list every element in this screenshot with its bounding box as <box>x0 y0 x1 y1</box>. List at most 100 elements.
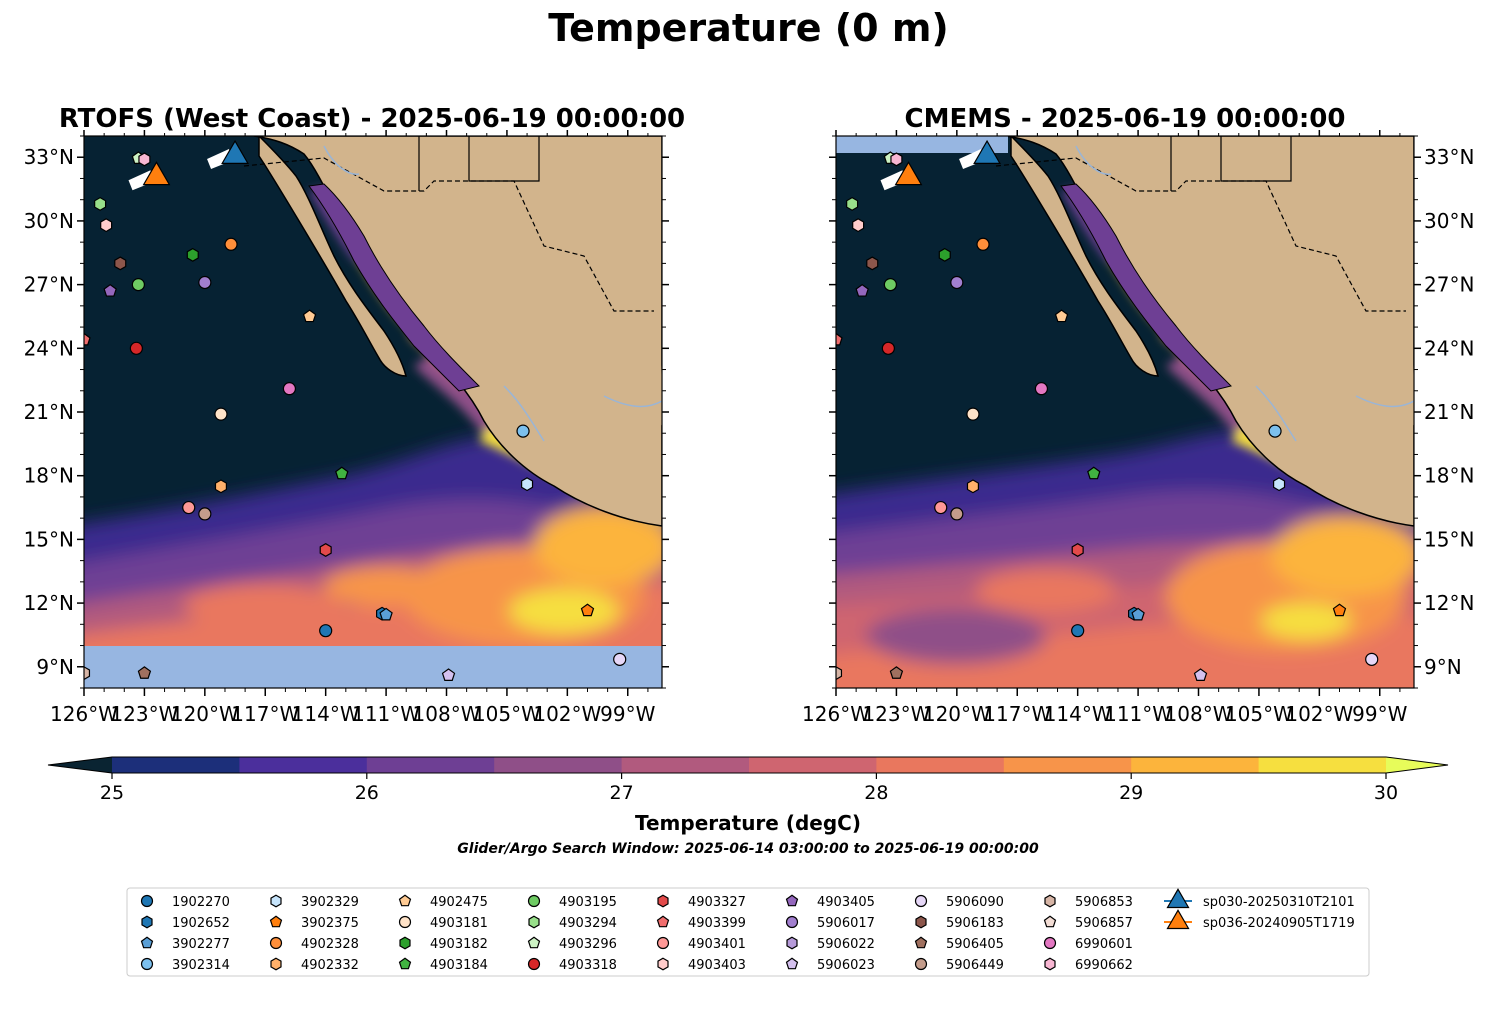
colorbar-bin <box>621 757 750 773</box>
legend-label: 4903401 <box>688 937 746 952</box>
left-panel-title: RTOFS (West Coast) - 2025-06-19 00:00:00 <box>59 104 685 134</box>
y-tick-label: 12°N <box>24 591 74 615</box>
legend-entry-5906023: 5906023 <box>785 957 875 973</box>
platform-marker-4903399 <box>836 332 843 346</box>
platform-marker-4902332 <box>966 479 979 494</box>
legend-entry-4903294: 4903294 <box>528 915 617 931</box>
platform-marker-5906023 <box>1193 668 1208 681</box>
x-tick-label: 105°W <box>473 702 541 726</box>
legend-label: 5906853 <box>1075 895 1133 910</box>
colorbar-label: Temperature (degC) <box>635 811 861 835</box>
platform-marker-sp036-20240905T1719 <box>880 161 923 191</box>
colorbar: 25 26 27 28 29 30 Temperature (degC) Glider/A… <box>47 756 1449 857</box>
platform-marker-3902314 <box>516 424 530 438</box>
right-map-panel: CMEMS - 2025-06-19 00:00:00 <box>802 104 1474 726</box>
x-tick-label: 114°W <box>292 702 360 726</box>
platform-marker-4903327 <box>319 543 332 557</box>
x-tick-label: 105°W <box>1225 702 1293 726</box>
legend-entry-sp030-20250310T2101: sp030-20250310T2101 <box>1164 888 1355 910</box>
legend-entry-4903399: 4903399 <box>656 915 746 931</box>
legend-label: sp030-20250310T2101 <box>1203 895 1355 910</box>
platform-marker-4903401 <box>182 500 196 515</box>
platform-marker-3902329 <box>521 477 534 492</box>
legend-label: 4903296 <box>559 937 617 952</box>
legend-entry-5906022: 5906022 <box>786 936 875 952</box>
platform-marker-3902314 <box>1268 424 1282 438</box>
y-tick-label: 21°N <box>24 400 74 424</box>
legend-entry-3902329: 3902329 <box>270 894 359 910</box>
legend-entry-4903181: 4903181 <box>398 915 488 931</box>
platform-marker-5906090 <box>613 652 627 666</box>
platform-marker-4903182 <box>186 247 199 262</box>
y-tick-label: 27°N <box>1424 273 1474 297</box>
platform-marker-5906017 <box>950 275 964 290</box>
platform-marker-1902270 <box>1071 624 1085 638</box>
left-y-axis: 33°N 30°N 27°N 24°N 21°N 18°N 15°N 12°N 9°N <box>24 135 669 689</box>
x-tick-label: 117°W <box>983 702 1051 726</box>
x-tick-label: 114°W <box>1044 702 1112 726</box>
legend-entry-5906017: 5906017 <box>785 915 875 931</box>
x-tick-label: 123°W <box>110 702 178 726</box>
legend-entry-4903184: 4903184 <box>398 957 488 973</box>
legend-label: 4902328 <box>301 937 359 952</box>
platform-marker-5906449 <box>198 507 212 521</box>
y-tick-label: 30°N <box>24 209 74 233</box>
platform-marker-5906853 <box>836 666 843 681</box>
legend-label: 3902277 <box>172 937 230 952</box>
x-tick-label: 117°W <box>231 702 299 726</box>
right-land-baja <box>1010 136 1159 377</box>
legend-entry-3902277: 3902277 <box>140 936 230 952</box>
platform-marker-6990662 <box>890 152 903 167</box>
platform-marker-sp036-20240905T1719 <box>128 161 171 191</box>
y-tick-label: 9°N <box>1424 655 1462 679</box>
x-tick-label: 102°W <box>1285 702 1353 726</box>
platform-marker-5906023 <box>441 668 456 681</box>
figure-title: Temperature (0 m) <box>548 6 949 50</box>
y-tick-label: 21°N <box>1424 400 1474 424</box>
legend-entry-sp036-20240905T1719: sp036-20240905T1719 <box>1164 909 1355 931</box>
colorbar-tick-label: 26 <box>355 782 379 804</box>
platform-marker-5906449 <box>950 507 964 521</box>
legend-label: 5906017 <box>817 916 875 931</box>
legend-entry-5906183: 5906183 <box>915 915 1004 931</box>
y-tick-label: 27°N <box>24 273 74 297</box>
legend-label: 3902314 <box>172 958 230 973</box>
platform-marker-3902375 <box>580 603 595 617</box>
legend-frame <box>126 887 1370 977</box>
y-tick-label: 15°N <box>1424 527 1474 551</box>
platform-marker-4903181 <box>966 407 980 421</box>
legend-label: sp036-20240905T1719 <box>1203 916 1355 931</box>
platform-marker-4903403 <box>852 218 865 233</box>
platform-marker-4902332 <box>214 479 227 494</box>
platform-marker-sp030-20250310T2101 <box>207 139 249 169</box>
legend-entry-5906853: 5906853 <box>1044 894 1133 910</box>
legend-label: 4903327 <box>688 895 746 910</box>
legend-label: 5906183 <box>946 916 1004 931</box>
legend-entry-6990662: 6990662 <box>1044 957 1133 973</box>
y-tick-label: 33°N <box>1424 145 1474 169</box>
platform-marker-4903182 <box>938 247 951 262</box>
legend-label: 1902270 <box>172 895 230 910</box>
platform-marker-3902277 <box>379 607 393 621</box>
platform-marker-5906405 <box>137 666 152 679</box>
x-tick-label: 111°W <box>352 702 420 726</box>
right-nodata-strip <box>836 136 1008 153</box>
left-land-baja <box>258 136 407 377</box>
platform-marker-4902328 <box>224 237 238 251</box>
legend-label: 3902375 <box>301 916 359 931</box>
colorbar-tick-label: 29 <box>1119 782 1143 804</box>
platform-marker-5906853 <box>84 666 91 681</box>
y-tick-label: 15°N <box>24 527 74 551</box>
platform-marker-4902475 <box>1054 309 1069 323</box>
left-nodata-band <box>84 646 662 688</box>
platform-marker-4903318 <box>881 341 895 355</box>
legend-label: 4903184 <box>430 958 488 973</box>
legend-label: 4902332 <box>301 958 359 973</box>
legend-entry-5906857: 5906857 <box>1043 915 1133 931</box>
legend-entry-4903401: 4903401 <box>656 936 746 952</box>
legend-label: 4903182 <box>430 937 488 952</box>
platform-marker-4903294 <box>94 196 107 211</box>
platform-marker-4903327 <box>1071 543 1084 557</box>
platform-marker-4903405 <box>855 283 869 297</box>
platform-marker-4903184 <box>1087 466 1101 480</box>
